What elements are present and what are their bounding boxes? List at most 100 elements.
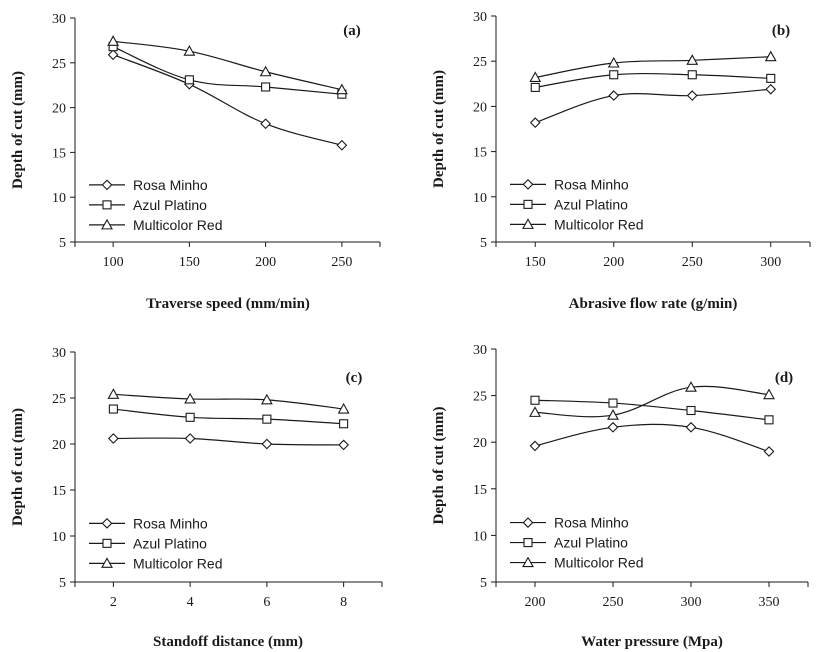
y-tick-label: 10 [473,529,487,544]
x-axis-title: Standoff distance (mm) [153,634,303,650]
data-point-diamond [529,117,541,129]
legend-marker-triangle [522,556,534,568]
series-line-square [112,46,342,95]
data-point-diamond [260,118,272,130]
y-axis-title: Depth of cut (mm) [431,407,447,525]
y-tick-label: 5 [480,236,487,251]
data-point-square [262,414,272,424]
chart-panel-3: 5 10 15 20 25 30 2 4 6 8 Standoff distance (mm) Dep… [10,346,383,650]
data-point-diamond [184,433,196,444]
y-tick-label: 5 [480,576,487,591]
x-tick-label: 200 [525,595,546,610]
x-tick-label: 200 [603,255,624,270]
legend-label: Azul Platino [554,196,628,212]
x-axis-title: Water pressure (Mpa) [581,634,723,650]
panel-label: (a) [343,23,361,39]
y-tick-label: 30 [52,346,66,361]
legend-label: Multicolor Red [133,217,222,233]
data-point-triangle [335,83,348,95]
y-tick-label: 15 [52,146,66,161]
y-tick-label: 30 [52,12,66,27]
legend-marker-square [523,199,533,209]
legend-label: Multicolor Red [554,216,643,232]
series-line-triangle [113,393,344,410]
data-point-triangle [529,406,541,417]
y-tick-label: 15 [52,484,66,499]
data-point-diamond [685,421,697,433]
data-point-square [609,70,619,80]
series-line-square [113,408,344,425]
y-axis-title: Depth of cut (mm) [10,71,26,189]
data-point-diamond [338,439,350,451]
data-point-triangle [184,392,197,404]
data-point-triangle [685,381,697,392]
y-tick-label: 25 [52,57,66,72]
x-tick-label: 6 [263,595,270,610]
series-line-diamond [535,88,771,124]
x-axis-title: Traverse speed (mm/min) [146,296,310,312]
data-point-triangle [763,388,775,400]
data-point-square [686,405,696,416]
data-point-square [530,395,540,405]
data-point-triangle [764,50,777,62]
legend-label: Azul Platino [554,535,628,551]
data-point-diamond [261,438,273,450]
data-point-square [764,415,774,425]
legend-marker-triangle [101,218,113,230]
series-line-square [535,73,771,89]
x-axis-title: Abrasive flow rate (g/min) [569,296,738,312]
data-point-square [530,82,540,92]
y-tick-label: 15 [473,483,487,498]
legend-label: Rosa Minho [133,177,208,193]
x-tick-label: 8 [340,595,347,610]
data-point-diamond [608,90,620,101]
panel-label: (b) [772,23,790,39]
y-tick-label: 20 [473,100,487,115]
y-tick-label: 5 [59,236,66,251]
legend-label: Rosa Minho [554,515,629,531]
chart-panel-2: 5 10 15 20 25 30 150 200 250 300 Abrasive flow rat… [431,10,811,312]
data-point-diamond [763,446,775,457]
data-point-diamond [107,49,119,61]
legend-marker-diamond [522,517,534,528]
y-axis-title: Depth of cut (mm) [431,70,447,188]
data-point-square [261,82,271,92]
chart-panel-1: 5 10 15 20 25 30 100 150 200 250 Traverse speed (m… [10,12,381,312]
legend-label: Azul Platino [133,197,207,213]
legend-label: Rosa Minho [133,515,208,531]
data-point-triangle [260,393,273,405]
legend-marker-diamond [101,517,113,529]
data-point-triangle [183,45,196,56]
data-point-square [608,398,618,408]
series-line-diamond [112,54,343,146]
y-tick-label: 20 [52,102,66,117]
data-point-diamond [336,139,348,151]
x-tick-label: 200 [255,255,276,270]
legend-label: Multicolor Red [133,555,222,571]
series-line-diamond [113,437,344,446]
x-tick-label: 250 [603,595,624,610]
data-point-diamond [607,421,619,433]
series-line-square [534,399,770,421]
y-tick-label: 25 [473,55,487,70]
y-tick-label: 20 [473,436,487,451]
legend-label: Azul Platino [133,535,207,551]
data-point-diamond [529,440,541,452]
series-line-triangle [113,40,343,91]
x-tick-label: 150 [179,255,200,270]
legend-label: Rosa Minho [554,176,629,192]
data-point-square [108,404,118,414]
series-line-diamond [534,423,770,453]
y-tick-label: 25 [473,390,487,405]
data-point-triangle [337,402,350,414]
data-point-triangle [259,65,272,77]
legend-label: Multicolor Red [554,555,643,571]
data-point-triangle [107,388,120,399]
data-point-triangle [607,409,619,420]
legend-marker-square [523,538,533,548]
y-tick-label: 20 [52,438,66,453]
data-point-diamond [107,433,119,444]
data-point-triangle [529,71,542,83]
series-line-triangle [535,56,771,79]
